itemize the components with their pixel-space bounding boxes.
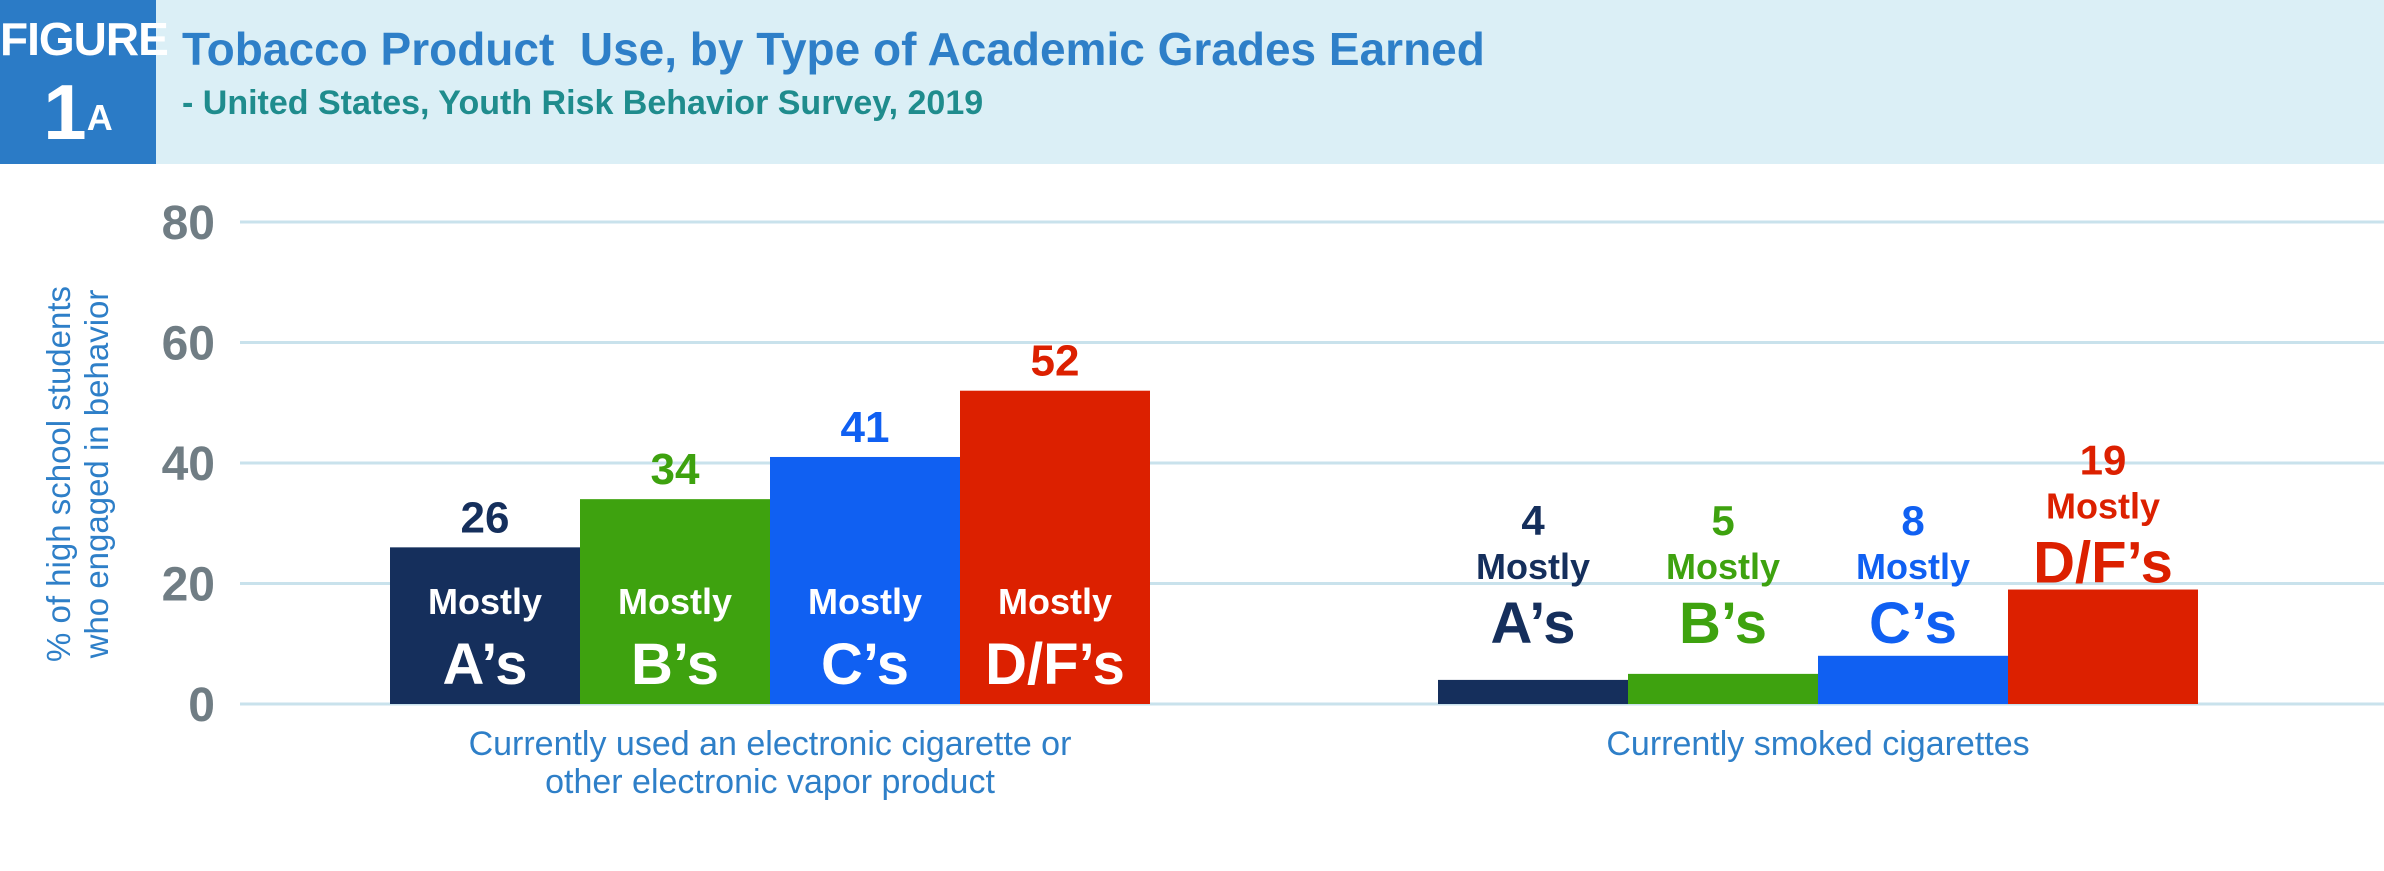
chart-subtitle: - United States, Youth Risk Behavior Sur… <box>182 84 984 122</box>
bar-label-mostly: Mostly <box>1476 546 1590 587</box>
bar <box>960 390 1150 704</box>
category-label: Currently smoked cigarettes <box>1606 725 2029 763</box>
bar-label-mostly: Mostly <box>1856 546 1970 587</box>
bar-label-grade: A’s <box>443 632 528 697</box>
bar <box>580 499 770 704</box>
category-label-line: Currently used an electronic cigarette o… <box>469 725 1072 763</box>
bar-label-grade: A’s <box>1491 591 1576 656</box>
figure-number: 1A <box>0 72 156 152</box>
bar <box>1818 655 2008 704</box>
data-label: 52 <box>1031 337 1080 386</box>
figure-number-suffix: A <box>86 97 113 138</box>
bar <box>1628 673 1818 704</box>
bar-label-mostly: Mostly <box>428 581 542 622</box>
bar <box>390 547 580 704</box>
y-axis-label: % of high school studentswho engaged in … <box>40 286 115 662</box>
y-axis-label-line: who engaged in behavior <box>78 290 115 660</box>
data-label: 5 <box>1711 497 1734 544</box>
y-tick-label: 60 <box>162 318 215 371</box>
category-label: Currently used an electronic cigarette o… <box>469 725 1072 801</box>
bar-label-mostly: Mostly <box>808 581 922 622</box>
y-tick-label: 40 <box>162 438 215 491</box>
data-label: 19 <box>2080 437 2127 484</box>
data-label: 41 <box>841 403 890 452</box>
bar <box>2008 589 2198 704</box>
bar-label-grade: D/F’s <box>2033 531 2173 596</box>
data-label: 34 <box>651 445 700 494</box>
bar-label-grade: B’s <box>1679 591 1767 656</box>
figure-badge: FIGURE 1A <box>0 0 169 164</box>
y-axis-label-line: % of high school students <box>40 286 77 662</box>
data-label: 4 <box>1521 497 1545 544</box>
figure-label: FIGURE <box>0 13 169 65</box>
data-label: 26 <box>461 493 510 542</box>
bar-label-mostly: Mostly <box>618 581 732 622</box>
category-label-line: other electronic vapor product <box>545 763 995 801</box>
data-label: 8 <box>1901 497 1924 544</box>
y-tick-label: 0 <box>188 679 215 732</box>
bar-label-grade: B’s <box>631 632 719 697</box>
y-tick-label: 20 <box>162 559 215 612</box>
bar <box>770 456 960 704</box>
chart-title: Tobacco Product Use, by Type of Academic… <box>182 23 1485 75</box>
bar <box>1438 679 1628 704</box>
category-label-line: Currently smoked cigarettes <box>1606 725 2029 763</box>
bar-label-grade: C’s <box>1869 591 1957 656</box>
bar-label-grade: C’s <box>821 632 909 697</box>
bar-label-mostly: Mostly <box>998 581 1112 622</box>
y-tick-label: 80 <box>162 197 215 250</box>
bar-label-grade: D/F’s <box>985 632 1125 697</box>
header-banner: FIGURE 1A Tobacco Product Use, by Type o… <box>0 0 2384 164</box>
bar-label-mostly: Mostly <box>2046 486 2160 527</box>
bar-label-mostly: Mostly <box>1666 546 1780 587</box>
figure-number-digit: 1 <box>43 68 87 156</box>
